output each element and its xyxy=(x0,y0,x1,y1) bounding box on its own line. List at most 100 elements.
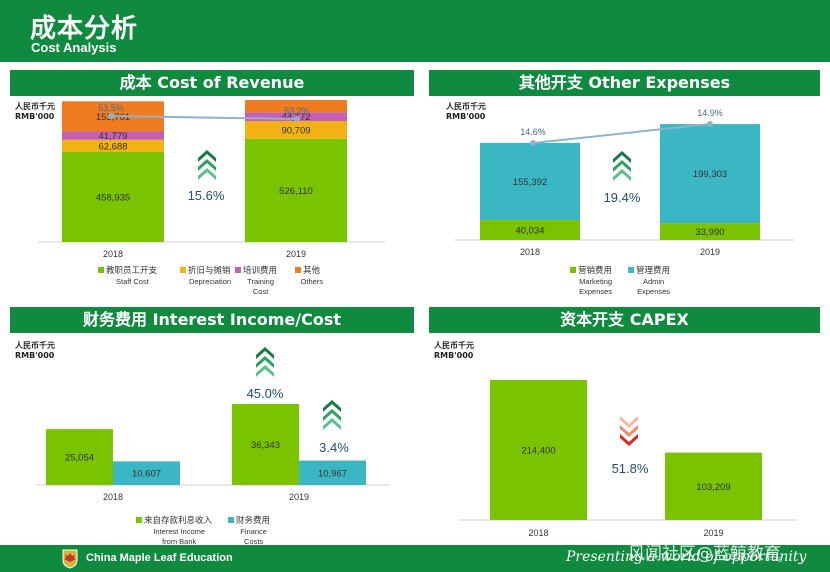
legend-0-cn: 教职员工开支 xyxy=(106,265,158,275)
x-tick: 2018 xyxy=(103,249,123,259)
x-tick: 2019 xyxy=(703,528,723,538)
panel-title: 财务费用 Interest Income/Cost xyxy=(10,307,414,333)
ratio-point xyxy=(108,113,114,119)
bar-label: 10,607 xyxy=(132,469,161,480)
bar-2019-1 xyxy=(299,460,366,485)
x-tick: 2018 xyxy=(103,492,123,502)
bar-label: 41,779 xyxy=(98,131,127,142)
unit-label: 人民币千元 RMB'000 xyxy=(446,102,486,121)
ratio-line xyxy=(110,115,298,120)
growth-label-2: 3.4% xyxy=(319,440,349,455)
panel-title: 资本开支 CAPEX xyxy=(429,307,820,333)
legend-0-cn: 来自存款利息收入 xyxy=(144,515,213,525)
panel-interest: 财务费用 Interest Income/Cost 人民币千元 RMB'000 2… xyxy=(10,307,414,544)
bar-2018-1 xyxy=(113,461,180,485)
page-number: 8 xyxy=(778,557,782,564)
legend-2-cn: 培训费用 xyxy=(243,265,277,275)
bar-label: 25,054 xyxy=(65,453,94,464)
legend-2-en: Training xyxy=(247,277,274,286)
unit-label: 人民币千元 RMB'000 xyxy=(434,341,474,360)
bar-label: 40,034 xyxy=(515,226,544,237)
bar-label: 103,209 xyxy=(696,482,730,493)
legend-0-en: Interest Income xyxy=(153,527,205,536)
bar-2019-0 xyxy=(660,223,760,240)
chart-other-expenses: 40,034 155,392 2018 33,990 199,303 2019 14.6% 1… xyxy=(455,108,794,296)
bar-label: 90,709 xyxy=(281,125,310,136)
growth-label: 51.8% xyxy=(612,461,649,476)
legend-2-en: Cost xyxy=(253,287,269,296)
ratio-label: 14.9% xyxy=(697,108,723,118)
bar-2018-0 xyxy=(46,429,113,485)
page-title: 成本分析 xyxy=(30,14,139,44)
bar-2019-3 xyxy=(245,100,347,113)
ratio-point xyxy=(294,116,300,122)
legend-1-swatch xyxy=(180,267,186,273)
bar-label: 526,110 xyxy=(279,186,313,197)
panel-capex: 资本开支 CAPEX 人民币千元 RMB'000 214,400 2018 103,2… xyxy=(429,307,820,544)
x-tick: 2019 xyxy=(289,492,309,502)
ratio-label: 14.6% xyxy=(520,127,546,137)
legend-1-en: Finance xyxy=(240,527,267,536)
x-tick: 2019 xyxy=(286,249,306,259)
legend-1-cn: 管理费用 xyxy=(636,265,670,275)
footer-bar: China Maple Leaf Education 风闻社区@蓝鲸教育 Pre… xyxy=(0,544,830,572)
legend-2-swatch xyxy=(235,267,241,273)
legend-1-cn: 财务费用 xyxy=(236,515,270,525)
maple-leaf-logo xyxy=(62,549,78,569)
bar-2019-1 xyxy=(245,121,347,139)
bar-2018-1 xyxy=(62,139,164,152)
ratio-label: 53.5% xyxy=(98,103,124,113)
bar-2018 xyxy=(490,380,587,520)
bar-2018-0 xyxy=(62,152,164,242)
panel-cost-of-revenue: 成本 Cost of Revenue 人民币千元 RMB'000 458,935 6… xyxy=(10,70,414,306)
legend-1-en: Depreciation xyxy=(189,277,231,286)
legend-0-en: Expenses xyxy=(579,287,612,296)
legend-0-swatch xyxy=(98,267,104,273)
chart-cost-of-revenue: 458,93562,68841,779153,761717,1632018526… xyxy=(38,100,385,296)
bar-label: 214,400 xyxy=(521,446,555,457)
bar-label: 33,990 xyxy=(695,227,724,238)
legend-0-en: from Bank xyxy=(162,537,196,544)
ratio-label: 53.2% xyxy=(284,106,310,116)
legend-0-swatch xyxy=(570,267,576,273)
bar-label: 36,343 xyxy=(251,440,280,451)
growth-label: 19.4% xyxy=(604,190,641,205)
total-label: 717,163 xyxy=(91,100,135,101)
bar-label: 174,406 xyxy=(279,100,313,102)
decline-arrow-icon xyxy=(620,416,638,446)
legend-1-en: Expenses xyxy=(637,287,670,296)
bar-label: 62,688 xyxy=(98,141,127,152)
bar-label: 10,967 xyxy=(318,468,347,479)
growth-arrow-icon xyxy=(256,347,274,377)
bar-label: 458,935 xyxy=(96,193,130,204)
x-tick: 2018 xyxy=(528,528,548,538)
bar-2019-1 xyxy=(660,124,760,224)
page-subtitle: Cost Analysis xyxy=(31,40,117,55)
bar-2019-0 xyxy=(232,404,299,485)
legend-3-cn: 其他 xyxy=(303,265,321,275)
growth-arrow-icon xyxy=(198,150,216,180)
chart-interest: 25,054 10,607 2018 36,343 10,967 2019 45.0% 3.4… xyxy=(36,347,390,544)
legend-1-en: Admin xyxy=(643,277,664,286)
legend-0-cn: 营销费用 xyxy=(578,265,612,275)
slogan: Presenting a world of opportunity xyxy=(566,549,807,565)
brand-name: China Maple Leaf Education xyxy=(86,552,233,564)
legend-1-swatch xyxy=(628,267,634,273)
ratio-point xyxy=(707,121,713,127)
growth-arrow-icon xyxy=(323,400,341,430)
ratio-point xyxy=(530,140,536,146)
chart-capex: 214,400 2018 103,209 2019 51.8% xyxy=(459,380,797,538)
bar-2019-0 xyxy=(245,138,347,242)
panel-title: 其他开支 Other Expenses xyxy=(429,70,820,96)
legend-1-en: Costs xyxy=(244,537,263,544)
bar-label: 199,303 xyxy=(693,169,727,180)
x-tick: 2019 xyxy=(700,247,720,257)
unit-label: 人民币千元 RMB'000 xyxy=(15,102,55,121)
watermark: 风闻社区@蓝鲸教育 xyxy=(628,544,781,564)
legend-0-en: Marketing xyxy=(579,277,612,286)
legend-1-swatch xyxy=(228,517,234,523)
legend-0-swatch xyxy=(136,517,142,523)
bar-2019 xyxy=(665,452,762,520)
ratio-line xyxy=(532,123,711,144)
bar-2018-1 xyxy=(480,142,580,221)
